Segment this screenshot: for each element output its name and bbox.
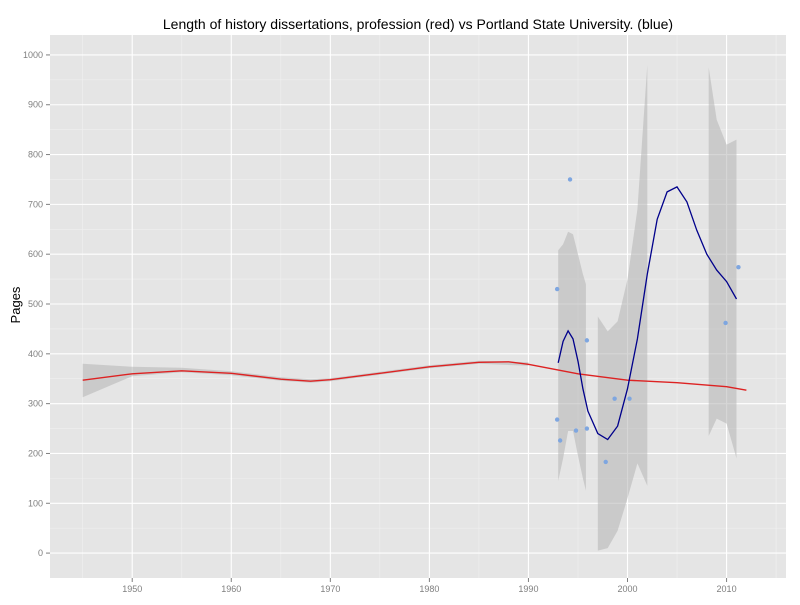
y-tick-label: 400 bbox=[28, 349, 43, 359]
psu-trend-line bbox=[557, 186, 738, 441]
data-point bbox=[554, 417, 560, 422]
data-point bbox=[627, 396, 632, 401]
x-tick-label: 1950 bbox=[122, 584, 142, 594]
data-point bbox=[573, 428, 579, 433]
x-tick-label: 1980 bbox=[419, 584, 439, 594]
y-tick-label: 1000 bbox=[23, 50, 43, 60]
data-point bbox=[736, 264, 741, 270]
x-tick-label: 1970 bbox=[320, 584, 340, 594]
profession-trend-line bbox=[82, 361, 747, 391]
y-axis-label: Pages bbox=[8, 286, 23, 323]
y-tick-label: 900 bbox=[28, 100, 43, 110]
y-tick-label: 500 bbox=[28, 299, 43, 309]
y-tick-label: 700 bbox=[28, 199, 43, 209]
x-tick-label: 2000 bbox=[617, 584, 637, 594]
y-tick-label: 300 bbox=[28, 399, 43, 409]
data-point bbox=[584, 426, 590, 431]
x-tick-label: 2010 bbox=[717, 584, 737, 594]
y-tick-label: 0 bbox=[38, 548, 43, 558]
y-tick-label: 800 bbox=[28, 150, 43, 160]
data-point bbox=[723, 320, 728, 326]
confidence-bands bbox=[82, 64, 737, 551]
data-point bbox=[584, 338, 590, 343]
plot-background bbox=[50, 35, 786, 578]
y-tick-label: 600 bbox=[28, 249, 43, 259]
data-point bbox=[554, 286, 560, 292]
data-points bbox=[554, 177, 741, 465]
x-tick-label: 1960 bbox=[221, 584, 241, 594]
axis-ticks: 1950 1960 1970 1980 1990 2000 2010 0 100 200 300 40… bbox=[23, 50, 737, 594]
y-tick-label: 100 bbox=[28, 498, 43, 508]
data-point bbox=[603, 459, 608, 465]
trend-lines bbox=[82, 186, 747, 441]
data-point bbox=[567, 177, 573, 182]
chart-title: Length of history dissertations, profess… bbox=[163, 16, 673, 32]
psu-confidence-band bbox=[708, 67, 737, 459]
psu-confidence-band bbox=[558, 231, 586, 491]
plot-panel bbox=[50, 35, 786, 578]
data-point bbox=[557, 438, 563, 443]
profession-confidence-band bbox=[82, 360, 529, 398]
psu-confidence-band bbox=[597, 64, 648, 551]
y-tick-label: 200 bbox=[28, 448, 43, 458]
x-tick-label: 1990 bbox=[518, 584, 538, 594]
data-point bbox=[612, 396, 617, 401]
